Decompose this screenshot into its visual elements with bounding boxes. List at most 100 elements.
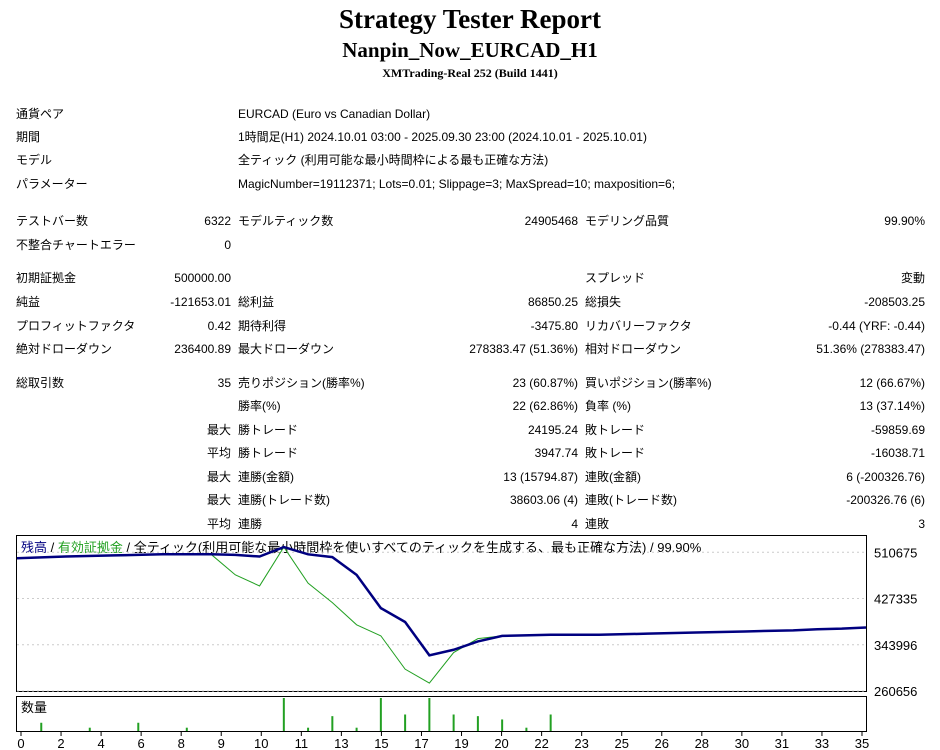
x-tick-label: 19 xyxy=(454,736,468,750)
stat-max-win-label: 勝トレード xyxy=(238,423,299,437)
stat-max-loss-value: -59859.69 xyxy=(870,423,925,437)
stat-max-cons-loss-amt-value: 6 (-200326.76) xyxy=(846,470,925,484)
chart-legend: 残高 / 有効証拠金 / 全ティック(利用可能な最小時間枠を使いすべてのティック… xyxy=(21,541,701,555)
x-tick-label: 20 xyxy=(494,736,508,750)
server-info: XMTrading-Real 252 (Build 1441) xyxy=(382,66,558,80)
legend-separator: / xyxy=(47,540,58,555)
stat-spread-value: 変動 xyxy=(900,271,925,285)
stat-long-value: 12 (66.67%) xyxy=(859,376,925,390)
stat-deposit-label: 初期証拠金 xyxy=(16,271,77,285)
model-label: モデル xyxy=(16,153,53,167)
x-tick-label: 22 xyxy=(534,736,548,750)
stat-gross-profit-label: 総利益 xyxy=(238,295,275,309)
params-label: パラメーター xyxy=(16,177,88,191)
stat-max-cons-win-amt-value: 13 (15794.87) xyxy=(503,470,578,484)
stat-avg-loss-label: 敗トレード xyxy=(585,446,646,460)
stat-quality-value: 99.90% xyxy=(884,214,925,228)
model-value: 全ティック (利用可能な最小時間枠による最も正確な方法) xyxy=(238,153,549,167)
stat-mismatch-value: 0 xyxy=(224,238,231,252)
period-label: 期間 xyxy=(16,130,41,144)
pair-label: 通貨ペア xyxy=(16,107,65,121)
x-tick-label: 23 xyxy=(574,736,588,750)
x-tick-label: 33 xyxy=(815,736,829,750)
stat-rel-dd-value: 51.36% (278383.47) xyxy=(816,342,925,356)
x-tick-label: 6 xyxy=(138,736,145,750)
stat-max-prefix: 最大 xyxy=(206,423,231,437)
balance-line xyxy=(16,545,867,657)
x-tick-label: 13 xyxy=(334,736,348,750)
stat-recovery-value: -0.44 (YRF: -0.44) xyxy=(828,319,925,333)
stat-mismatch-label: 不整合チャートエラー xyxy=(16,238,136,252)
stat-gross-profit-value: 86850.25 xyxy=(527,295,578,309)
x-tick-label: 0 xyxy=(17,736,24,750)
stat-avg-cons-loss-label: 連敗 xyxy=(585,517,610,531)
stat-max-prefix: 最大 xyxy=(206,470,231,484)
x-tick-label: 31 xyxy=(775,736,789,750)
x-tick-label: 15 xyxy=(374,736,388,750)
stat-avg-prefix: 平均 xyxy=(206,517,231,531)
x-tick-label: 10 xyxy=(254,736,268,750)
report-title: Strategy Tester Report xyxy=(339,4,601,34)
balance-chart xyxy=(16,535,867,692)
stat-max-cons-loss-amt-label: 連敗(金額) xyxy=(585,470,641,484)
period-value: 1時間足(H1) 2024.10.01 03:00 - 2025.09.30 2… xyxy=(238,130,647,144)
report-subtitle: Nanpin_Now_EURCAD_H1 xyxy=(342,38,598,62)
stat-bars-label: テストバー数 xyxy=(16,214,89,228)
legend-balance: 残高 xyxy=(21,540,48,555)
x-tick-label: 4 xyxy=(97,736,104,750)
stat-win-rate-label: 勝率(%) xyxy=(238,399,281,413)
stat-expected-label: 期待利得 xyxy=(238,319,287,333)
stat-abs-dd-value: 236400.89 xyxy=(174,342,231,356)
stat-avg-cons-loss-value: 3 xyxy=(918,517,925,531)
stat-avg-cons-win-value: 4 xyxy=(571,517,578,531)
stat-avg-cons-win-label: 連勝 xyxy=(238,517,263,531)
stat-avg-win-label: 勝トレード xyxy=(238,446,299,460)
stat-long-label: 買いポジション(勝率%) xyxy=(585,376,712,390)
x-tick-label: 25 xyxy=(614,736,628,750)
stat-short-value: 23 (60.87%) xyxy=(512,376,578,390)
x-tick-label: 8 xyxy=(178,736,185,750)
stat-net-label: 純益 xyxy=(16,295,41,309)
stat-loss-rate-label: 負率 (%) xyxy=(585,399,631,413)
stat-recovery-label: リカバリーファクタ xyxy=(585,319,692,333)
stat-short-label: 売りポジション(勝率%) xyxy=(238,376,365,390)
x-tick-label: 17 xyxy=(414,736,428,750)
y-tick-label: 260656 xyxy=(874,684,917,699)
params-value: MagicNumber=19112371; Lots=0.01; Slippag… xyxy=(238,177,676,191)
y-tick-label: 510675 xyxy=(874,545,917,560)
legend-equity: 有効証拠金 xyxy=(57,540,123,555)
stat-max-dd-value: 278383.47 (51.36%) xyxy=(469,342,578,356)
stat-quality-label: モデリング品質 xyxy=(585,214,670,228)
stat-max-cons-win-cnt-label: 連勝(トレード数) xyxy=(238,493,330,507)
stat-max-cons-loss-cnt-label: 連敗(トレード数) xyxy=(585,493,677,507)
stat-expected-value: -3475.80 xyxy=(530,319,578,333)
stat-deposit-value: 500000.00 xyxy=(174,271,231,285)
x-tick-label: 11 xyxy=(295,736,309,750)
stat-bars-value: 6322 xyxy=(204,214,231,228)
stat-pf-value: 0.42 xyxy=(207,319,231,333)
volume-chart xyxy=(16,696,867,732)
stat-max-cons-win-cnt-value: 38603.06 (4) xyxy=(509,493,578,507)
stat-rel-dd-label: 相対ドローダウン xyxy=(585,342,682,356)
x-tick-label: 28 xyxy=(695,736,709,750)
stat-max-dd-label: 最大ドローダウン xyxy=(238,342,335,356)
stat-avg-prefix: 平均 xyxy=(206,446,231,460)
stat-total-trades-value: 35 xyxy=(217,376,231,390)
stat-gross-loss-value: -208503.25 xyxy=(864,295,925,309)
x-tick-label: 30 xyxy=(735,736,749,750)
stat-max-win-value: 24195.24 xyxy=(527,423,578,437)
legend-description: / 全ティック(利用可能な最小時間枠を使いすべてのティックを生成する、最も正確な… xyxy=(122,540,702,555)
stat-avg-loss-value: -16038.71 xyxy=(870,446,925,460)
pair-value: EURCAD (Euro vs Canadian Dollar) xyxy=(238,107,431,121)
stat-avg-win-value: 3947.74 xyxy=(534,446,578,460)
stat-max-prefix: 最大 xyxy=(206,493,231,507)
x-tick-label: 9 xyxy=(218,736,225,750)
stat-max-cons-loss-cnt-value: -200326.76 (6) xyxy=(846,493,925,507)
x-tick-label: 35 xyxy=(855,736,869,750)
stat-max-cons-win-amt-label: 連勝(金額) xyxy=(238,470,294,484)
y-tick-label: 427335 xyxy=(874,592,917,607)
x-tick-label: 2 xyxy=(57,736,64,750)
stat-max-loss-label: 敗トレード xyxy=(585,423,646,437)
stat-gross-loss-label: 総損失 xyxy=(585,295,622,309)
